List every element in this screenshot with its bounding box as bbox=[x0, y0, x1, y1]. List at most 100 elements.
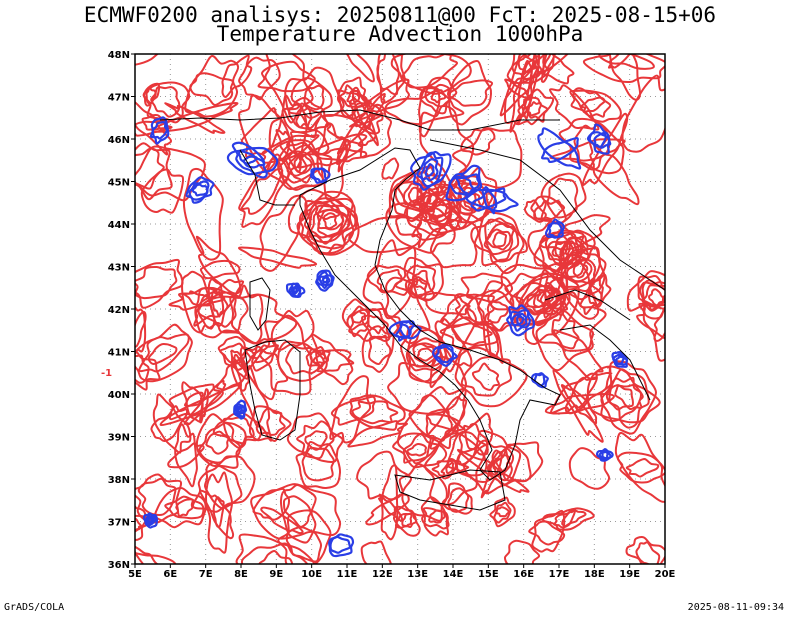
warm-contour bbox=[199, 259, 241, 280]
cold-contour bbox=[445, 164, 483, 202]
lon-tick-label: 14E bbox=[443, 569, 464, 580]
cold-contour bbox=[142, 512, 159, 529]
cold-contour bbox=[316, 271, 334, 290]
warm-contour bbox=[368, 334, 392, 366]
warm-contour bbox=[279, 484, 317, 544]
lat-tick-label: 38N bbox=[108, 475, 130, 486]
cold-contour bbox=[144, 512, 157, 527]
warm-contour bbox=[293, 155, 308, 175]
warm-contour bbox=[489, 496, 516, 528]
warm-contour bbox=[239, 345, 289, 401]
warm-contour bbox=[494, 506, 510, 518]
axis-ticks: 5E 6E 7E 8E 9E 10E 11E 12E 13E 14E 15E 16E 17E 18E 19E… bbox=[108, 50, 676, 580]
cold-contour bbox=[318, 274, 331, 287]
warm-contour bbox=[521, 54, 569, 84]
warm-contour bbox=[434, 318, 473, 367]
lon-tick-label: 13E bbox=[407, 569, 428, 580]
warm-contour bbox=[348, 86, 374, 130]
coastline-borders bbox=[159, 109, 665, 511]
warm-contour bbox=[420, 496, 450, 537]
warm-contour bbox=[535, 310, 595, 352]
warm-contour bbox=[135, 473, 183, 524]
warm-contour bbox=[625, 457, 660, 478]
warm-contour bbox=[135, 258, 184, 309]
lat-tick-label: 47N bbox=[108, 93, 130, 104]
warm-contour bbox=[238, 153, 290, 228]
warm-contour bbox=[311, 333, 354, 386]
cold-contour bbox=[511, 312, 528, 328]
lon-tick-label: 20E bbox=[655, 569, 676, 580]
warm-contour bbox=[147, 342, 178, 366]
warm-contour bbox=[503, 539, 541, 564]
warm-contour bbox=[445, 461, 455, 475]
warm-contour bbox=[394, 173, 438, 213]
warm-contour bbox=[614, 383, 644, 411]
cold-contour bbox=[593, 131, 607, 148]
coastline bbox=[239, 149, 295, 206]
warm-contour bbox=[531, 509, 566, 553]
warm-contour bbox=[400, 324, 449, 384]
lat-tick-label: 37N bbox=[108, 518, 130, 529]
warm-contour bbox=[303, 197, 357, 244]
cold-contour bbox=[191, 183, 209, 197]
warm-contour bbox=[456, 412, 494, 466]
warm-contour bbox=[544, 393, 615, 415]
warm-contour bbox=[417, 291, 471, 316]
cold-contour bbox=[285, 282, 306, 299]
warm-contour bbox=[362, 239, 417, 320]
warm-contour bbox=[240, 107, 282, 158]
warm-contour bbox=[348, 216, 423, 254]
lat-tick-label: 39N bbox=[108, 433, 130, 444]
cold-contour bbox=[448, 173, 481, 197]
cold-contour bbox=[424, 163, 435, 178]
warm-contour bbox=[181, 381, 204, 423]
warm-contour bbox=[164, 495, 205, 520]
warm-contour bbox=[295, 440, 342, 490]
lon-tick-label: 10E bbox=[301, 569, 322, 580]
warm-contour bbox=[587, 275, 604, 308]
warm-contour bbox=[194, 286, 249, 339]
lat-tick-label: 46N bbox=[108, 135, 130, 146]
warm-contour bbox=[418, 87, 441, 138]
warm-contour bbox=[566, 258, 593, 283]
warm-contour bbox=[290, 76, 333, 119]
warm-contour bbox=[259, 314, 313, 396]
contour-label-neg: -1 bbox=[101, 368, 112, 379]
warm-contour bbox=[586, 365, 661, 424]
warm-contour bbox=[175, 498, 194, 518]
warm-contour bbox=[329, 375, 372, 444]
cold-contour bbox=[233, 399, 248, 420]
warm-contour bbox=[547, 240, 571, 262]
coastline bbox=[429, 139, 665, 291]
warm-contour bbox=[252, 487, 290, 521]
cold-contour bbox=[615, 355, 625, 365]
lat-tick-label: 45N bbox=[108, 178, 130, 189]
warm-contour bbox=[346, 305, 370, 331]
warm-contour bbox=[452, 127, 523, 189]
warm-contour bbox=[296, 420, 335, 460]
cold-contour bbox=[530, 372, 549, 389]
warm-contour bbox=[255, 407, 286, 436]
warm-contour bbox=[406, 264, 437, 299]
credit-label: GrADS/COLA bbox=[4, 602, 65, 613]
warm-contour bbox=[589, 141, 640, 206]
lon-tick-label: 15E bbox=[478, 569, 499, 580]
warm-contour bbox=[251, 337, 277, 372]
warm-contour bbox=[560, 384, 598, 425]
warm-contour bbox=[231, 357, 249, 380]
warm-contour bbox=[408, 394, 459, 450]
cold-contour bbox=[290, 284, 301, 295]
coastline bbox=[249, 277, 271, 331]
cold-contour bbox=[601, 450, 609, 460]
warm-contour bbox=[351, 400, 399, 425]
lat-tick-label: 44N bbox=[108, 220, 130, 231]
warm-contour bbox=[135, 354, 150, 384]
warm-contour bbox=[541, 54, 556, 75]
warm-contour bbox=[555, 237, 606, 301]
lat-tick-label: 40N bbox=[108, 390, 130, 401]
warm-contour bbox=[419, 105, 475, 187]
cold-contour bbox=[235, 405, 246, 415]
warm-contour bbox=[282, 495, 312, 528]
lat-tick-label: 42N bbox=[108, 305, 130, 316]
lon-tick-label: 18E bbox=[584, 569, 605, 580]
